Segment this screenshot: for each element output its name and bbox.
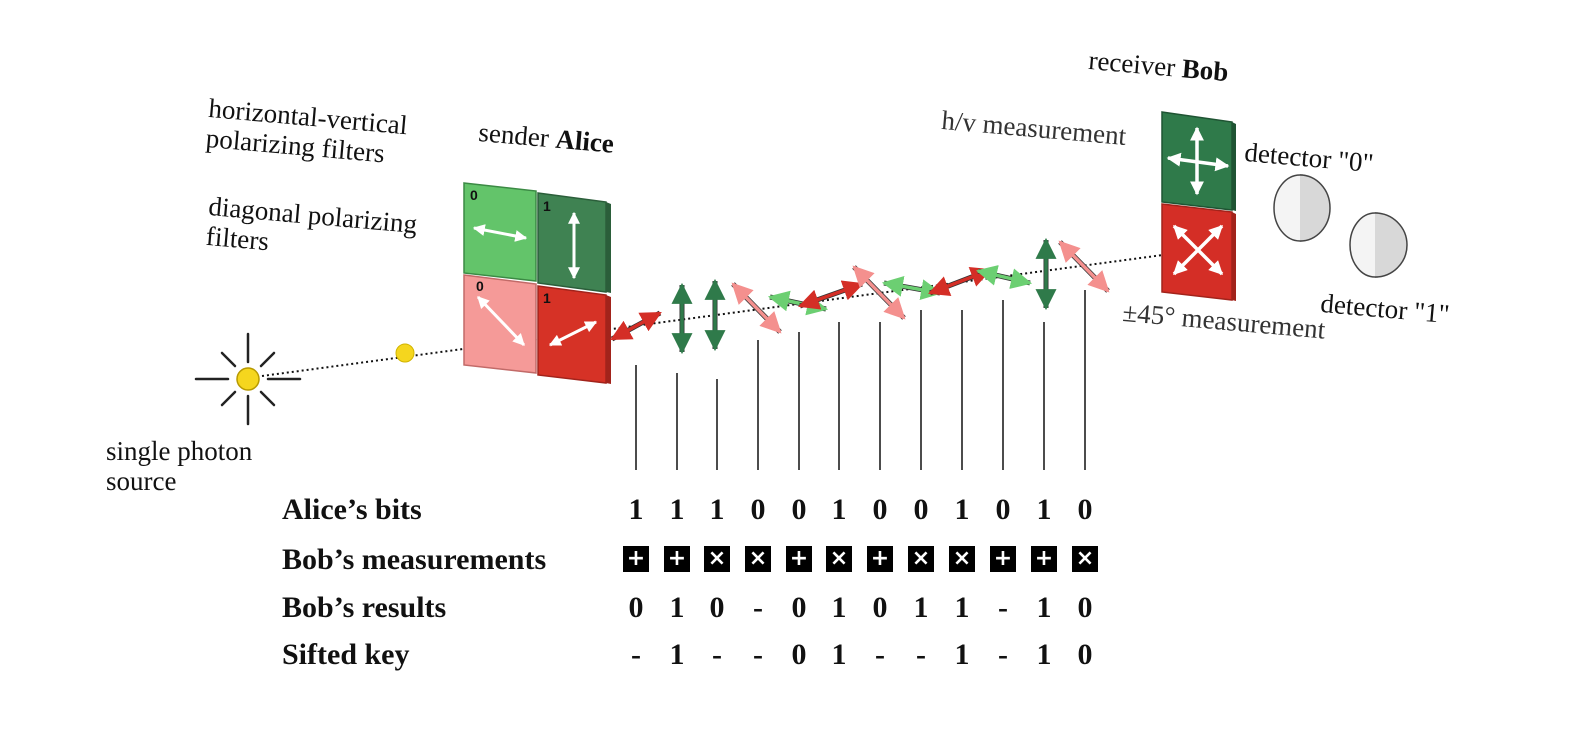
sifted-key-cell: - [631, 638, 641, 671]
bob-measurement-cell: + [664, 546, 690, 572]
bob-result-cell: 1 [1036, 591, 1052, 624]
row-label-sifted-key: Sifted key [282, 638, 410, 671]
filter-number-d1: 1 [543, 290, 551, 306]
single-photon-source [194, 332, 302, 426]
row-label-bob-results: Bob’s results [282, 591, 447, 624]
bob-result-cell: 0 [628, 591, 644, 624]
photon-polarization-arrow-icon [731, 282, 782, 334]
bob-measurement-cell: × [908, 546, 934, 572]
detector-1 [1349, 212, 1408, 278]
photon-polarization-arrow-icon [852, 265, 906, 320]
filter-number-hv0: 0 [470, 187, 478, 203]
source-label-line1: single photon [106, 436, 253, 466]
source-label-line2: source [106, 466, 177, 497]
alice-bit-cell: 0 [913, 493, 929, 526]
bob-result-cell: 1 [913, 591, 929, 624]
alice-bit-cell: 1 [628, 493, 644, 526]
alice-bit-cell: 1 [1036, 493, 1052, 526]
detector-0 [1273, 174, 1331, 242]
bob-measurement-cell: × [949, 546, 975, 572]
bob-result-cell: 1 [954, 591, 970, 624]
bob-measurement-cell: + [1031, 546, 1057, 572]
bob-result-cell: 0 [872, 591, 888, 624]
filter-number-hv1: 1 [543, 198, 551, 214]
alice-bit-cell: 1 [954, 493, 970, 526]
filter-number-d0: 0 [476, 278, 484, 294]
photon-polarization-arrow-icon [975, 265, 1033, 289]
sifted-key-cell: 1 [669, 638, 685, 671]
alice-bit-cell: 1 [709, 493, 725, 526]
sifted-key-cell: - [916, 638, 926, 671]
minus45-arrow-icon [476, 295, 526, 347]
bob-measurement-cell: × [704, 546, 730, 572]
bob-measurement-cell: × [745, 546, 771, 572]
sifted-key-cell: - [998, 638, 1008, 671]
sifted-key-cell: 1 [954, 638, 970, 671]
alice-bit-cell: 0 [791, 493, 807, 526]
plus45-arrow-icon [548, 320, 598, 347]
alice-bit-cell: 1 [669, 493, 685, 526]
alice-bit-cell: 1 [831, 493, 847, 526]
diag-filter-minus45 [463, 274, 537, 374]
bob-result-cell: 0 [791, 591, 807, 624]
row-label-alice-bits: Alice’s bits [282, 493, 422, 526]
source-label: single photon source [106, 436, 252, 496]
bob-measurement-cell: + [623, 546, 649, 572]
bob-result-cell: 0 [709, 591, 725, 624]
bob-result-cell: - [998, 591, 1008, 624]
bob-result-cell: 1 [831, 591, 847, 624]
photon-polarization-arrow-icon [1058, 240, 1110, 293]
sifted-key-cell: 0 [1077, 638, 1093, 671]
alice-bit-cell: 0 [1077, 493, 1093, 526]
bob-filters [1161, 111, 1236, 301]
alice-bit-cell: 0 [872, 493, 888, 526]
column-guides [635, 290, 1086, 470]
photon [395, 343, 415, 363]
bob-measurement-cell: + [786, 546, 812, 572]
bob-measurement-cell: + [867, 546, 893, 572]
receiver-name: Bob [1180, 53, 1230, 88]
sifted-key-cell: 1 [831, 638, 847, 671]
sifted-key-cell: 1 [1036, 638, 1052, 671]
bob-result-cell: - [753, 591, 763, 624]
bob-result-cell: 1 [669, 591, 685, 624]
alice-bit-cell: 0 [995, 493, 1011, 526]
photon-stream [610, 237, 1110, 355]
row-label-bob-measurements: Bob’s measurements [282, 543, 547, 576]
sender-prefix: sender [477, 117, 551, 154]
sifted-key-cell: - [753, 638, 763, 671]
bob-measurement-cell: + [990, 546, 1016, 572]
bob-measurement-cell: × [1072, 546, 1098, 572]
bob-measurement-cell: × [826, 546, 852, 572]
sifted-key-cell: - [875, 638, 885, 671]
bob-result-cell: 0 [1077, 591, 1093, 624]
alice-filters [463, 182, 611, 384]
sifted-key-cell: - [712, 638, 722, 671]
photon-polarization-arrow-icon [798, 280, 864, 310]
horizontal-arrow-icon [472, 224, 528, 242]
photon-polarization-arrow-icon [610, 311, 662, 341]
sifted-key-cell: 0 [791, 638, 807, 671]
sender-name: Alice [554, 123, 616, 159]
alice-bit-cell: 0 [750, 493, 766, 526]
